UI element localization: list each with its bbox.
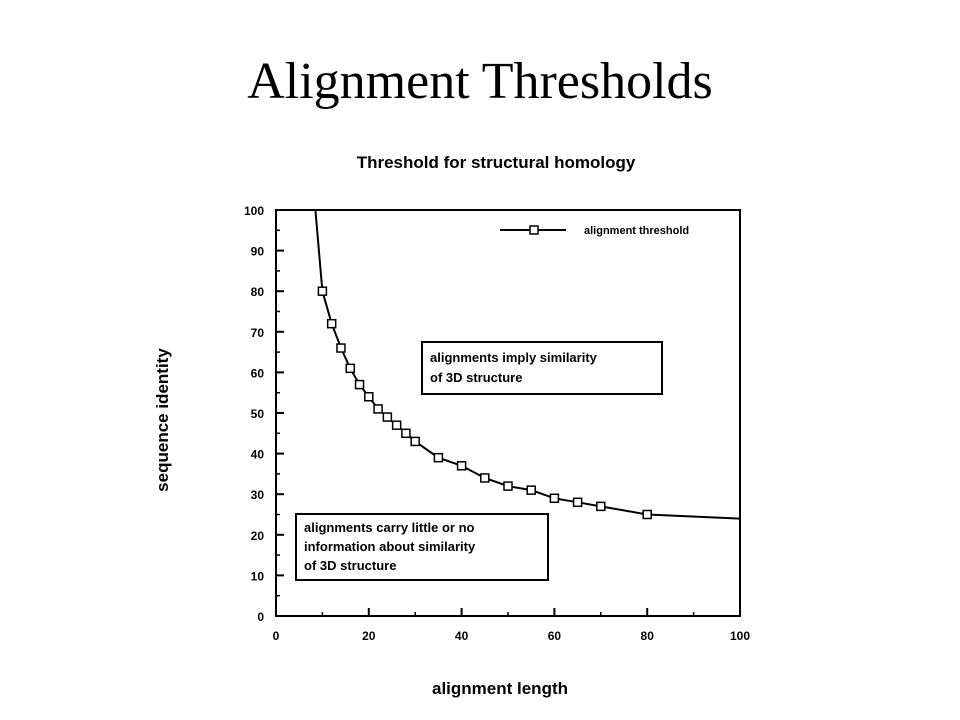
y-tick-label: 100 <box>244 204 264 218</box>
data-point <box>572 497 583 508</box>
x-tick-label: 60 <box>548 629 562 643</box>
y-tick-label: 10 <box>251 569 265 583</box>
y-tick-label: 80 <box>251 285 265 299</box>
data-point <box>433 452 444 463</box>
data-point <box>391 420 402 430</box>
annotation-lower-line-2: information about similarity <box>304 539 476 554</box>
annotation-upper-box <box>421 341 663 395</box>
x-tick-label: 100 <box>730 629 750 643</box>
data-point <box>642 509 652 520</box>
data-point <box>410 436 420 447</box>
slide-title: Alignment Thresholds <box>247 53 713 110</box>
y-axis-label: sequence identity <box>153 348 172 492</box>
y-tick-label: 20 <box>251 529 265 543</box>
data-point <box>596 501 606 512</box>
y-tick-label: 50 <box>251 407 265 421</box>
y-tick-label: 90 <box>251 245 265 259</box>
data-point <box>364 392 374 402</box>
data-point <box>526 485 536 495</box>
annotation-lower-line-3: of 3D structure <box>304 558 396 573</box>
series-alignment-threshold <box>314 209 741 520</box>
data-point <box>382 412 393 422</box>
annotation-lower: alignments carry little or no informatio… <box>295 513 549 581</box>
x-tick-label: 80 <box>641 629 655 643</box>
annotation-upper-line-1: alignments imply similarity <box>430 350 598 365</box>
y-axis: 0 10 20 30 40 50 60 70 80 90 100 <box>244 204 284 624</box>
data-point <box>354 379 365 390</box>
x-tick-label: 20 <box>362 629 376 643</box>
legend-label: alignment threshold <box>584 225 689 237</box>
y-tick-label: 70 <box>251 326 265 340</box>
y-tick-label: 30 <box>251 488 265 502</box>
data-point <box>456 461 467 471</box>
data-point <box>345 363 355 374</box>
x-tick-label: 0 <box>273 629 280 643</box>
y-tick-label: 40 <box>251 448 265 462</box>
chart-title: Threshold for structural homology <box>357 153 636 172</box>
annotation-lower-box <box>295 513 549 581</box>
x-axis-label: alignment length <box>432 679 568 698</box>
data-point <box>480 473 490 483</box>
data-point <box>373 404 383 414</box>
data-point <box>401 428 411 439</box>
annotation-upper: alignments imply similarity of 3D struct… <box>421 341 663 395</box>
data-point <box>549 493 560 504</box>
y-tick-label: 60 <box>251 366 265 380</box>
annotation-lower-line-1: alignments carry little or no <box>304 520 475 535</box>
x-tick-label: 40 <box>455 629 469 643</box>
legend-marker <box>529 225 539 235</box>
data-point <box>503 481 513 491</box>
annotation-upper-line-2: of 3D structure <box>430 370 522 385</box>
legend: alignment threshold <box>500 225 689 237</box>
data-point <box>336 343 346 353</box>
x-axis: 0 20 40 60 80 100 <box>273 608 750 643</box>
y-tick-label: 0 <box>257 610 264 624</box>
data-point <box>326 318 337 329</box>
data-point <box>317 286 328 296</box>
